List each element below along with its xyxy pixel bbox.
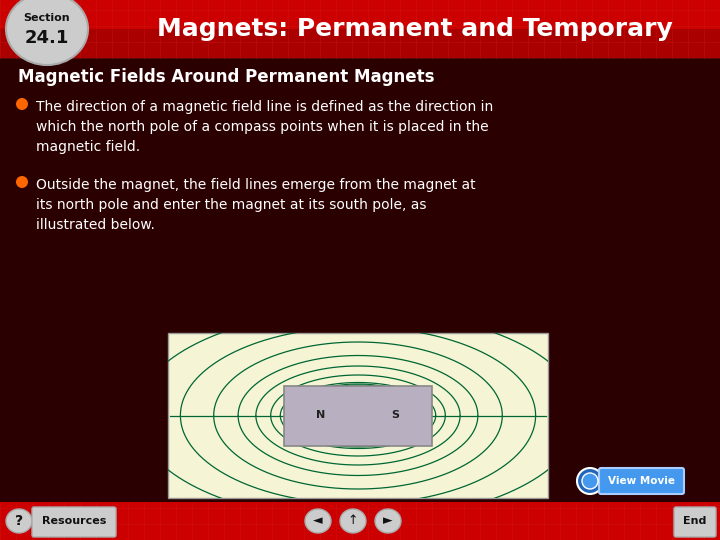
Text: The direction of a magnetic field line is defined as the direction in
which the : The direction of a magnetic field line i… [36, 100, 493, 154]
Text: Section: Section [24, 13, 71, 23]
Bar [0, 0, 720, 58]
FancyBboxPatch shape [674, 507, 716, 537]
Circle shape [16, 98, 28, 110]
Text: ◄: ◄ [313, 515, 323, 528]
Text: Resources: Resources [42, 516, 106, 526]
Ellipse shape [6, 509, 32, 533]
Circle shape [582, 473, 598, 489]
Text: 24.1: 24.1 [24, 29, 69, 47]
Ellipse shape [305, 509, 331, 533]
Text: End: End [683, 516, 707, 526]
Text: Magnets: Permanent and Temporary: Magnets: Permanent and Temporary [157, 17, 673, 41]
Text: ↑: ↑ [348, 515, 359, 528]
Bar [0, 29, 720, 58]
Text: ►: ► [383, 515, 393, 528]
Circle shape [577, 468, 603, 494]
Bar [284, 386, 432, 446]
Text: Outside the magnet, the field lines emerge from the magnet at
its north pole and: Outside the magnet, the field lines emer… [36, 178, 476, 232]
Text: ?: ? [15, 514, 23, 528]
Text: S: S [391, 410, 399, 421]
Text: View Movie: View Movie [608, 476, 675, 486]
Bar [168, 333, 548, 498]
FancyBboxPatch shape [599, 468, 684, 494]
Bar [0, 502, 720, 540]
FancyBboxPatch shape [32, 507, 116, 537]
Text: N: N [316, 410, 325, 421]
Circle shape [16, 176, 28, 188]
Ellipse shape [340, 509, 366, 533]
Text: Magnetic Fields Around Permanent Magnets: Magnetic Fields Around Permanent Magnets [18, 68, 434, 86]
Ellipse shape [6, 0, 88, 65]
Ellipse shape [375, 509, 401, 533]
